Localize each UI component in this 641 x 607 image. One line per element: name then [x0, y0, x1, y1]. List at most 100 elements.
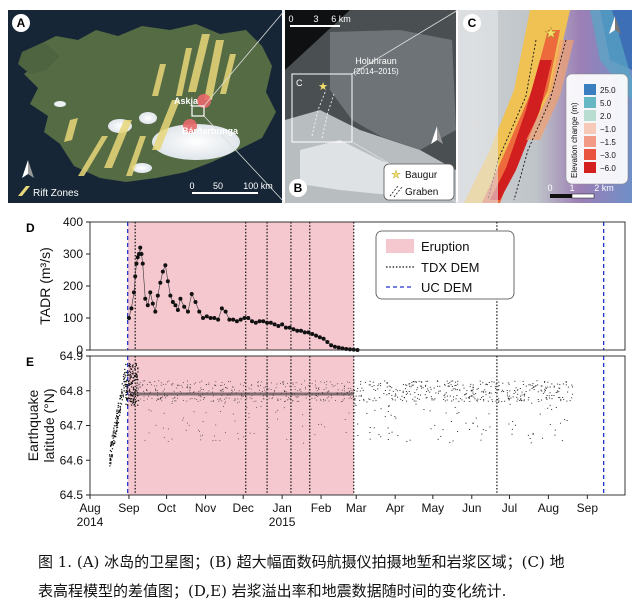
north-arrow-icon [431, 126, 443, 144]
tadr-point [329, 343, 334, 348]
tadr-point [272, 322, 277, 327]
eruption-period-shading [127, 222, 354, 350]
elevation-legend-value: 25.0 [600, 86, 616, 95]
y-tick-label: 100 [63, 311, 83, 325]
tadr-point [175, 308, 180, 312]
panel-b-label-bg [289, 179, 307, 197]
tadr-point [257, 319, 262, 324]
tadr-point [261, 319, 266, 324]
bardarbunga-marker [183, 119, 197, 133]
tadr-point [133, 274, 138, 279]
panel-a-label-bg [12, 14, 30, 32]
svg-text:6 km: 6 km [331, 14, 351, 24]
tadr-point [148, 290, 153, 295]
tadr-point [227, 317, 232, 322]
tadr-point [223, 309, 228, 314]
tadr-point [139, 252, 144, 256]
chart-legend: Eruption TDX DEM UC DEM [375, 230, 515, 300]
x-tick-label: Apr [386, 501, 405, 515]
tadr-point [347, 347, 352, 352]
tadr-point [212, 316, 217, 320]
panel-c-label-bg [463, 14, 481, 32]
tadr-point [332, 344, 337, 349]
panel-a: Askja Bárðarbunga A Rift Zones 0 50 100 … [8, 9, 286, 204]
panel-a-label: A [17, 16, 26, 30]
caption-line-2: 表高程模型的差值图；(D,E) 岩浆溢出率和地震数据随时间的变化统计. [38, 582, 507, 600]
panel-b: 0 3 6 km Holuhraun (2014–2015) C ★ B ★ B… [285, 9, 459, 204]
tadr-point [131, 290, 136, 295]
tadr-point [238, 317, 243, 322]
graben-legend-line-icon [389, 185, 403, 198]
tadr-point [265, 320, 270, 325]
tadr-point [160, 269, 165, 274]
tadr-point [134, 261, 139, 266]
tadr-point [268, 320, 273, 325]
tadr-point [143, 296, 148, 301]
svg-text:1: 1 [569, 183, 574, 193]
panel-c-legend: Elevation change (m) 25.0 5.0 2.0 −1.0 −1.5 −… [565, 73, 629, 185]
baugur-legend-label: Baugur [405, 170, 438, 181]
panel-c-label: C [468, 16, 477, 30]
tadr-point [201, 316, 206, 320]
tadr-point [340, 346, 345, 351]
tadr-point [193, 300, 198, 304]
x-year-label: 2015 [269, 515, 296, 529]
chart-d: 0 100 200 300 400 TADR (m³/s) [37, 215, 626, 357]
tadr-point [185, 309, 190, 314]
svg-text:0: 0 [547, 183, 552, 193]
tadr-point [298, 328, 303, 333]
baugur-star-icon: ★ [544, 25, 557, 42]
svg-text:0: 0 [288, 14, 293, 24]
x-tick-label: Dec [233, 501, 254, 515]
tadr-point [155, 293, 160, 298]
tadr-point [140, 261, 145, 266]
x-tick-label: Aug [538, 501, 559, 515]
panel-b-label: B [294, 181, 303, 195]
panel-c: ★ C Elevation change (m) 25.0 5.0 2.0 −1.0 −… [458, 10, 632, 203]
y-tick-label: 64.8 [60, 384, 84, 398]
svg-text:50: 50 [213, 181, 223, 191]
tadr-point [306, 330, 311, 335]
rift-zones [64, 34, 236, 176]
elevation-legend-swatch [584, 110, 596, 121]
tadr-point [246, 316, 251, 320]
elevation-legend-swatch [584, 123, 596, 134]
y-axis-label-d: TADR (m³/s) [37, 247, 53, 325]
tadr-point [295, 328, 300, 333]
tadr-point [336, 345, 341, 350]
svg-text:2 km: 2 km [594, 183, 614, 193]
panel-e-label: E [26, 355, 34, 369]
elevation-legend-swatch [584, 136, 596, 147]
elevation-legend-title: Elevation change (m) [570, 102, 579, 178]
holuhraun-label: Holuhraun [355, 56, 397, 66]
askja-marker [197, 94, 211, 108]
elevation-legend-swatch [584, 84, 596, 95]
x-tick-label: Nov [195, 501, 216, 515]
figure-caption: 图 1. (A) 冰岛的卫星图；(B) 超大幅面数码航摄仪拍摄地堑和岩浆区域；(… [38, 548, 608, 606]
y-tick-label: 64.6 [60, 453, 84, 467]
tadr-point [135, 255, 140, 260]
x-axis: Aug Sep Oct Nov Dec Jan Feb Mar Apr May Jun Jul Aug S… [77, 495, 598, 529]
zoom-line-top [203, 9, 286, 107]
rift-zones-legend-label: Rift Zones [33, 188, 79, 199]
figure-svg: Askja Bárðarbunga A Rift Zones 0 50 100 … [8, 9, 632, 529]
lava-field [330, 30, 456, 150]
elevation-legend-value: 5.0 [600, 99, 612, 108]
tadr-point [231, 317, 236, 322]
y-tick-label: 400 [63, 215, 83, 229]
eruption-legend-label: Eruption [421, 239, 469, 254]
y-tick-label: 200 [63, 279, 83, 293]
chart-e: 64.5 64.6 64.7 64.8 64.9 Earthquakelatitude (… [25, 349, 626, 502]
x-tick-label: Jul [502, 501, 517, 515]
y-axis-label-e: Earthquakelatitude (°N) [25, 388, 57, 462]
panel-c-scalebar: 0 1 2 km [547, 183, 614, 199]
svg-text:100 km: 100 km [243, 181, 273, 191]
tadr-point [150, 301, 155, 306]
tadr-point [276, 324, 281, 328]
x-tick-label: Sep [118, 501, 140, 515]
hofsjokull-ice [139, 112, 157, 124]
tadr-point [138, 245, 143, 250]
elevation-legend-value: 2.0 [600, 112, 612, 121]
y-tick-label: 300 [63, 247, 83, 261]
